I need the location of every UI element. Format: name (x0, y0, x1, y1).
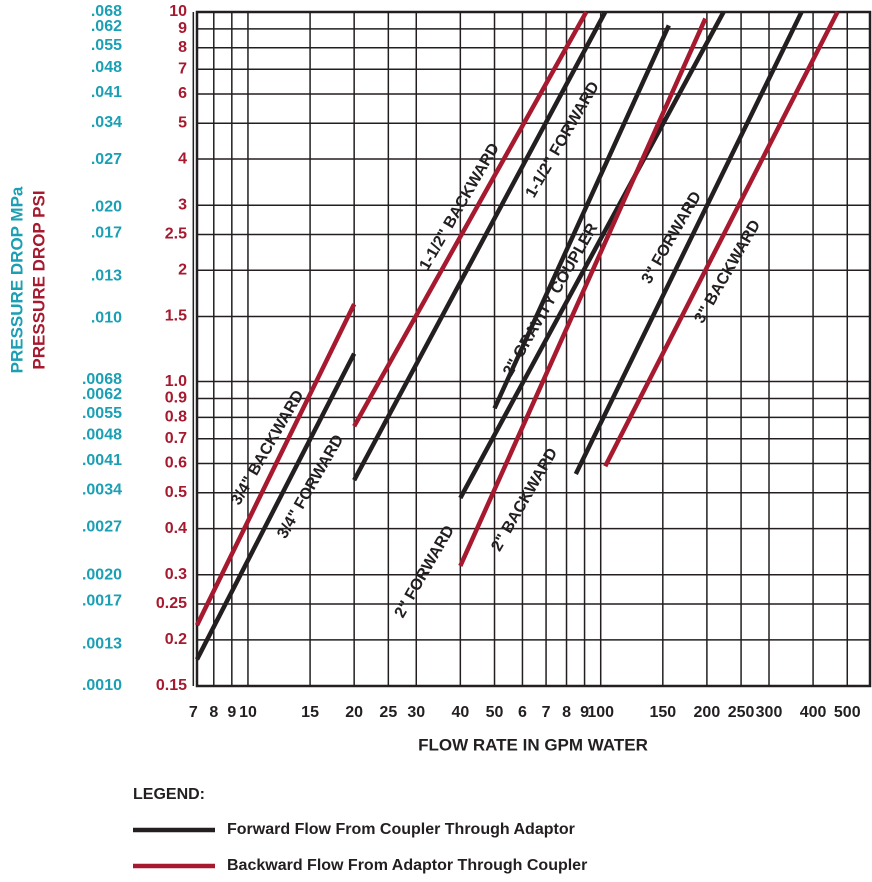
series-line (352, 10, 608, 482)
y-axis-title: PRESSURE DROP PSI (29, 190, 48, 369)
y-tick-label: 4 (178, 150, 187, 167)
y-tick-label: 0.2 (165, 631, 187, 648)
y-tick-label: 0.4 (165, 520, 187, 537)
y-tick-label: 0.7 (165, 430, 187, 447)
y2-tick-label: .0062 (82, 386, 122, 403)
x-tick-label: 500 (834, 704, 861, 721)
y-tick-label: 1.0 (165, 373, 187, 390)
series-label: 2" GRAVITY COUPLER (500, 220, 602, 379)
y2-tick-label: .0034 (82, 482, 122, 499)
x-tick-label: 8 (209, 704, 218, 721)
y-tick-label: 0.5 (165, 484, 187, 501)
x-tick-label: 15 (301, 704, 319, 721)
y2-tick-label: .0041 (82, 452, 122, 469)
y-tick-label: 0.6 (165, 455, 187, 472)
y2-tick-label: .010 (91, 309, 122, 326)
y2-tick-label: .0055 (82, 405, 122, 422)
x-tick-label: 9 (227, 704, 236, 721)
y-tick-label: 0.3 (165, 566, 187, 583)
x-tick-label: 50 (486, 704, 504, 721)
x-tick-label: 100 (587, 704, 614, 721)
series-label: 2" BACKWARD (488, 445, 561, 554)
y-tick-label: 2.5 (165, 226, 187, 243)
y-tick-label: 8 (178, 39, 187, 56)
x-tick-label: 150 (649, 704, 676, 721)
y2-tick-label: .017 (91, 225, 122, 242)
series-line (603, 10, 840, 468)
y2-tick-label: .027 (91, 151, 122, 168)
series-label: 3/4" BACKWARD (228, 388, 307, 509)
y2-tick-label: .013 (91, 268, 122, 285)
x-tick-label: 250 (728, 704, 755, 721)
y2-tick-label: .048 (91, 59, 122, 76)
x-tick-label: 30 (407, 704, 425, 721)
y-tick-label: 0.25 (156, 595, 187, 612)
y2-tick-label: .020 (91, 199, 122, 216)
y2-tick-label: .055 (91, 37, 122, 54)
x-tick-label: 7 (189, 704, 198, 721)
y-tick-label: 3 (178, 196, 187, 213)
series-line (573, 11, 804, 476)
y2-tick-label: .068 (91, 3, 122, 20)
x-tick-label: 400 (800, 704, 827, 721)
y2-tick-label: .0027 (82, 519, 122, 536)
y-tick-label: 0.8 (165, 409, 187, 426)
series-label: 2" FORWARD (392, 523, 458, 621)
series-label: 3" FORWARD (639, 189, 705, 287)
x-tick-label: 40 (451, 704, 469, 721)
x-tick-label: 20 (345, 704, 363, 721)
series-line (458, 17, 708, 567)
y2-tick-label: .0068 (82, 371, 122, 388)
x-tick-label: 25 (379, 704, 397, 721)
x-tick-label: 10 (239, 704, 257, 721)
x-tick-label: 7 (542, 704, 551, 721)
y-tick-label: 5 (178, 114, 187, 131)
y-tick-label: 0.9 (165, 390, 187, 407)
y2-tick-label: .062 (91, 18, 122, 35)
x-tick-label: 9 (580, 704, 589, 721)
y-tick-label: 6 (178, 85, 187, 102)
y2-tick-label: .041 (91, 84, 122, 101)
series-line (352, 10, 589, 428)
legend-label: Backward Flow From Adaptor Through Coupl… (227, 857, 587, 874)
series-line (458, 10, 726, 500)
legend-label: Forward Flow From Coupler Through Adapto… (227, 821, 575, 838)
y2-tick-label: .0010 (82, 677, 122, 694)
y-tick-label: 10 (169, 3, 187, 20)
y-tick-label: 0.15 (156, 677, 187, 694)
y2-tick-label: .0048 (82, 427, 122, 444)
y2-axis-title: PRESSURE DROP MPa (7, 186, 26, 373)
legend-title: LEGEND: (133, 786, 205, 803)
y2-tick-label: .0013 (82, 635, 122, 652)
y-tick-label: 1.5 (165, 308, 187, 325)
y-tick-label: 9 (178, 20, 187, 37)
x-axis-title: FLOW RATE IN GPM WATER (418, 735, 648, 754)
x-tick-label: 200 (694, 704, 721, 721)
plot-border (195, 10, 872, 688)
y2-tick-label: .0020 (82, 566, 122, 583)
series-line (492, 24, 671, 410)
y2-tick-label: .0017 (82, 592, 122, 609)
y-tick-label: 7 (178, 60, 187, 77)
x-tick-label: 300 (756, 704, 783, 721)
series-line (194, 303, 357, 627)
y2-tick-label: .034 (91, 114, 122, 131)
x-tick-label: 8 (562, 704, 571, 721)
series-line (194, 352, 357, 661)
y-tick-label: 2 (178, 262, 187, 279)
x-tick-label: 6 (518, 704, 527, 721)
